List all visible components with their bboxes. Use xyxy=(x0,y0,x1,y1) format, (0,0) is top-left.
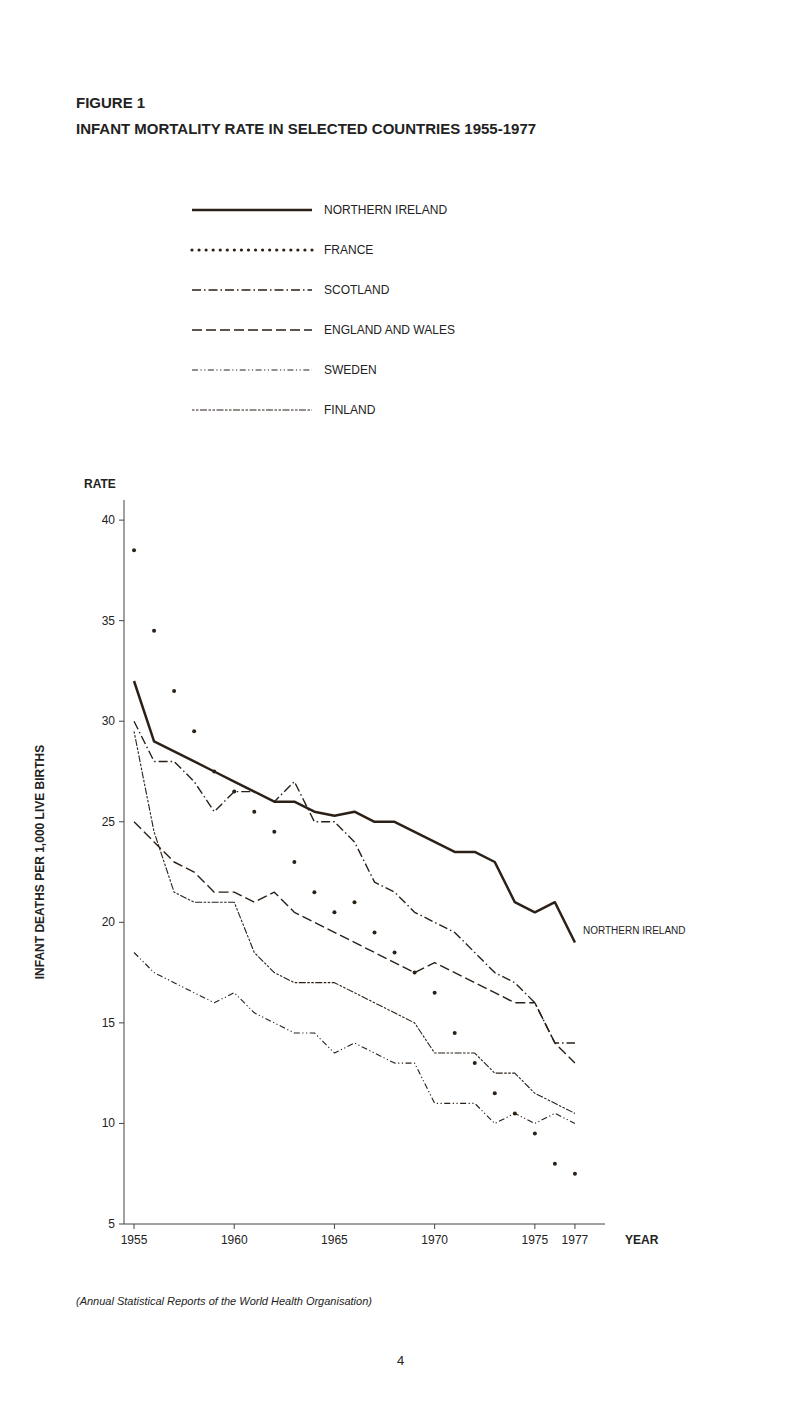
subtitle: INFANT MORTALITY RATE IN SELECTED COUNTR… xyxy=(76,120,536,137)
series-point xyxy=(513,1111,517,1115)
series-point xyxy=(352,900,356,904)
y-axis xyxy=(124,500,125,1224)
x-tick-label: 1977 xyxy=(562,1233,589,1247)
x-tick xyxy=(534,1224,535,1229)
series-point xyxy=(252,810,256,814)
series-line xyxy=(134,822,575,1063)
legend-swatch xyxy=(289,248,292,251)
legend-swatch xyxy=(226,248,229,251)
x-tick-label: 1955 xyxy=(121,1233,148,1247)
legend-label: FINLAND xyxy=(324,403,376,417)
y-tick-label: 25 xyxy=(102,815,116,829)
y-tick-label: 20 xyxy=(102,915,116,929)
legend-swatch xyxy=(192,209,312,212)
series-point xyxy=(373,930,377,934)
x-tick-label: 1965 xyxy=(321,1233,348,1247)
y-tick-label: 10 xyxy=(102,1116,116,1130)
series-point xyxy=(312,890,316,894)
legend-label: FRANCE xyxy=(324,243,373,257)
y-tick xyxy=(119,922,124,923)
x-tick-label: 1975 xyxy=(522,1233,549,1247)
axes: 1955 1960 1965 1970 1975 1977 5 10 15 20 25 30 35 40 xyxy=(102,500,605,1247)
y-tick xyxy=(119,821,124,822)
series-line xyxy=(134,681,575,942)
y-tick xyxy=(119,620,124,621)
legend-swatch xyxy=(197,248,200,251)
y-tick xyxy=(119,721,124,722)
series-point xyxy=(453,1031,457,1035)
x-tick xyxy=(234,1224,235,1229)
series-point xyxy=(573,1172,577,1176)
x-tick-label: 1960 xyxy=(221,1233,248,1247)
plot-area xyxy=(132,548,577,1175)
legend-swatch xyxy=(268,248,271,251)
legend-swatch xyxy=(192,329,312,330)
x-axis-label: YEAR xyxy=(625,1233,659,1247)
x-tick xyxy=(574,1224,575,1229)
series-point xyxy=(433,991,437,995)
series-point xyxy=(132,548,136,552)
series-point xyxy=(553,1162,557,1166)
legend-swatch xyxy=(233,248,236,251)
legend-swatch xyxy=(303,248,306,251)
series-point xyxy=(493,1091,497,1095)
legend-swatch xyxy=(192,289,312,290)
series-point xyxy=(332,910,336,914)
legend-swatch xyxy=(310,248,313,251)
x-tick xyxy=(134,1224,135,1229)
legend-swatch xyxy=(282,248,285,251)
legend-swatch xyxy=(192,369,312,370)
y-tick xyxy=(119,1022,124,1023)
legend-swatch xyxy=(192,409,312,410)
series-line xyxy=(134,953,575,1124)
series-point xyxy=(393,951,397,955)
page-number: 4 xyxy=(397,1353,404,1368)
legend-label: NORTHERN IRELAND xyxy=(324,203,447,217)
legend-swatch xyxy=(247,248,250,251)
x-axis xyxy=(124,1224,605,1225)
series-point xyxy=(232,790,236,794)
legend-label: SCOTLAND xyxy=(324,283,390,297)
y-tick-label: 35 xyxy=(102,614,116,628)
y-tick-label: 30 xyxy=(102,714,116,728)
line-label: NORTHERN IRELAND xyxy=(583,925,686,936)
legend: NORTHERN IRELAND FRANCE SCOTLAND ENGLAND AN… xyxy=(190,203,455,417)
legend-swatch xyxy=(205,248,208,251)
x-tick-label: 1970 xyxy=(421,1233,448,1247)
series-point xyxy=(272,830,276,834)
background xyxy=(0,0,801,1415)
legend-swatch xyxy=(275,248,278,251)
series-point xyxy=(533,1132,537,1136)
y-tick xyxy=(119,1123,124,1124)
series-point xyxy=(152,629,156,633)
legend-swatch xyxy=(240,248,243,251)
source-caption: (Annual Statistical Reports of the World… xyxy=(76,1295,372,1307)
y-tick-label: 15 xyxy=(102,1016,116,1030)
series-point xyxy=(292,860,296,864)
legend-swatch xyxy=(190,248,193,251)
rate-label: RATE xyxy=(84,477,116,491)
series-point xyxy=(413,971,417,975)
legend-swatch xyxy=(261,248,264,251)
x-tick xyxy=(434,1224,435,1229)
series-line xyxy=(134,721,575,1043)
legend-swatch xyxy=(296,248,299,251)
chart: FIGURE 1 INFANT MORTALITY RATE IN SELECTE… xyxy=(0,0,801,1415)
series-point xyxy=(473,1061,477,1065)
legend-swatch xyxy=(254,248,257,251)
title: FIGURE 1 xyxy=(76,94,145,111)
y-tick xyxy=(119,1224,124,1225)
x-tick xyxy=(334,1224,335,1229)
series-line xyxy=(134,731,575,1113)
legend-label: ENGLAND AND WALES xyxy=(324,323,455,337)
y-tick-label: 40 xyxy=(102,513,116,527)
series-point xyxy=(172,689,176,693)
y-tick-label: 5 xyxy=(108,1217,115,1231)
legend-label: SWEDEN xyxy=(324,363,377,377)
legend-swatch xyxy=(212,248,215,251)
legend-swatch xyxy=(219,248,222,251)
y-tick xyxy=(119,520,124,521)
y-axis-label: INFANT DEATHS PER 1,000 LIVE BIRTHS xyxy=(33,745,47,980)
series-point xyxy=(192,729,196,733)
